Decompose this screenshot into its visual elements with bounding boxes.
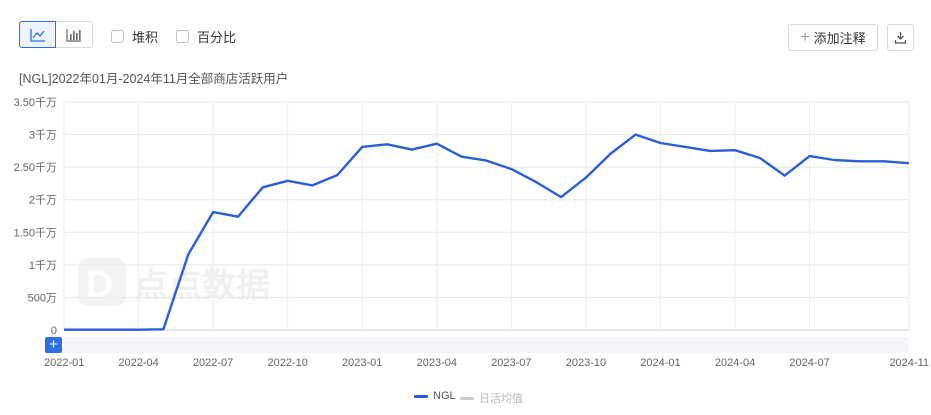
x-tick-label: 2022-04 — [118, 357, 158, 369]
x-tick-label: 2024-04 — [715, 357, 755, 369]
legend-item-daily-average[interactable]: 日活均值 — [460, 390, 523, 406]
legend-item-ngl[interactable]: NGL — [414, 390, 456, 402]
y-tick-label: 0 — [51, 325, 57, 337]
plus-icon: + — [800, 28, 810, 46]
y-tick-label: 1.50千万 — [14, 226, 57, 239]
x-tick-label: 2024-07 — [789, 357, 829, 369]
x-tick-label: 2022-10 — [267, 357, 307, 369]
svg-text:点点数据: 点点数据 — [134, 266, 270, 306]
y-tick-label: 3千万 — [29, 129, 57, 142]
legend: NGL 日活均值 — [0, 390, 931, 406]
percent-checkbox-label: 百分比 — [197, 30, 237, 45]
grid — [63, 101, 910, 331]
series — [64, 133, 910, 331]
range-slider[interactable] — [64, 337, 909, 353]
bar-chart-button[interactable] — [56, 21, 93, 48]
percent-checkbox[interactable]: 百分比 — [176, 27, 236, 46]
legend-swatch-ngl — [414, 394, 428, 398]
y-axis: 0 500万 1千万 1.50千万 2千万 2.50千万 3千万 3.50千万 — [14, 96, 57, 337]
x-tick-label: 2023-04 — [417, 357, 457, 369]
legend-label-ngl: NGL — [433, 390, 456, 402]
svg-text:D: D — [86, 264, 113, 306]
x-tick-label: 2023-07 — [491, 357, 531, 369]
series-line-ngl[interactable] — [64, 133, 910, 331]
download-button[interactable] — [887, 24, 914, 51]
add-annotation-button[interactable]: + 添加注释 — [788, 24, 878, 51]
add-annotation-label: 添加注释 — [813, 31, 866, 46]
legend-swatch-daily-average — [460, 396, 474, 400]
x-tick-label: 2024-11 — [889, 357, 929, 369]
line-chart: D 点点数据 0500万1千万1.50千万2千万2.50千万3千万3.50千万 … — [14, 96, 929, 369]
y-tick-label: 500万 — [28, 292, 57, 304]
stack-checkbox[interactable]: 堆积 — [111, 27, 158, 46]
x-tick-label: 2024-01 — [640, 357, 680, 369]
chart-toolbar: 堆积 百分比 + 添加注释 — [0, 0, 931, 60]
y-tick-label: 3.50千万 — [14, 96, 57, 109]
line-chart-button[interactable] — [19, 21, 56, 48]
watermark: D 点点数据 — [78, 258, 270, 306]
chart-title: [NGL]2022年01月-2024年11月全部商店活跃用户 — [19, 72, 289, 86]
x-tick-label: 2022-07 — [193, 357, 233, 369]
y-tick-label: 2.50千万 — [14, 161, 57, 174]
chart-type-switch — [19, 21, 94, 48]
line-chart-icon — [29, 28, 45, 42]
x-tick-label: 2023-10 — [566, 357, 606, 369]
percent-checkbox-box[interactable] — [176, 30, 189, 43]
y-tick-label: 1千万 — [29, 259, 57, 272]
y-tick-label: 2千万 — [29, 194, 57, 207]
stack-checkbox-label: 堆积 — [132, 30, 159, 45]
x-tick-label: 2022-01 — [44, 357, 84, 369]
add-button[interactable]: + — [45, 337, 62, 353]
download-icon — [894, 32, 907, 44]
x-axis: 2022-01 2022-04 2022-07 2022-10 2023-01 2023-… — [44, 357, 929, 369]
legend-label-daily-average: 日活均值 — [479, 393, 523, 405]
x-tick-label: 2023-01 — [342, 357, 382, 369]
bar-chart-icon — [66, 28, 81, 42]
stack-checkbox-box[interactable] — [111, 30, 124, 43]
